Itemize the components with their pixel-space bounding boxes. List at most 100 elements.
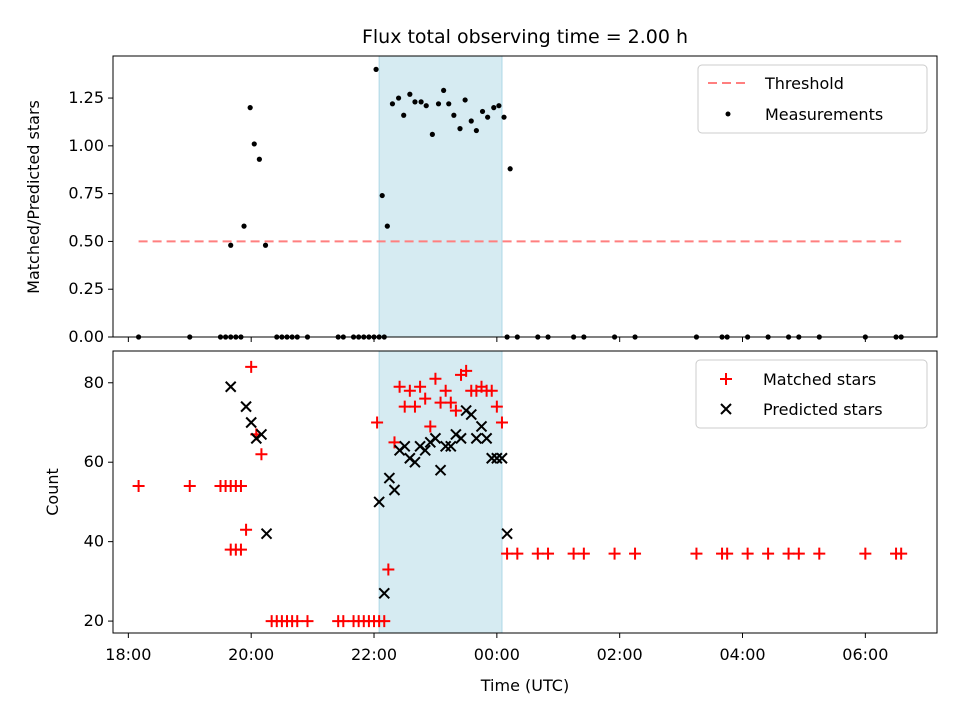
predicted-star-marker	[480, 432, 493, 445]
matched-star-marker	[301, 615, 314, 628]
measurement-point	[501, 114, 507, 120]
predicted-star-marker	[240, 400, 252, 413]
measurement-point	[496, 103, 502, 109]
bottom-y-axis-label: Count	[43, 468, 62, 516]
legend-matched-swatch	[720, 373, 732, 385]
x-tick-label: 22:00	[351, 645, 397, 664]
predicted-star-marker	[419, 444, 431, 457]
measurement-point	[491, 105, 497, 111]
predicted-star-marker	[373, 496, 385, 508]
measurement-point	[507, 166, 513, 172]
matched-star-marker	[183, 480, 196, 493]
top-y-tick-label: 0.00	[68, 327, 104, 346]
bottom-panel: 20 40 60 80 18:00 20:00 22:00 00:00 02:00 04:00 0…	[43, 350, 938, 695]
chart-title: Flux total observing time = 2.00 h	[362, 26, 688, 48]
bottom-plot-frame	[112, 350, 938, 634]
measurement-point	[384, 223, 390, 229]
predicted-star-marker	[470, 432, 483, 445]
legend-predicted-label: Predicted stars	[763, 400, 883, 419]
bottom-y-ticks: 20 40 60 80	[84, 373, 113, 630]
x-tick-label: 06:00	[842, 645, 888, 664]
measurement-point	[441, 87, 447, 94]
top-y-tick-label: 1.00	[68, 136, 104, 155]
top-y-ticks: 0.00 0.25 0.50 0.75 1.00 1.25	[68, 88, 113, 346]
measurement-point	[485, 114, 491, 120]
x-tick-label: 00:00	[474, 645, 520, 664]
matched-star-marker	[255, 448, 268, 461]
measurement-point	[462, 97, 468, 103]
matched-star-marker	[439, 384, 452, 397]
bottom-legend-box	[695, 359, 928, 429]
measurement-point	[451, 112, 457, 118]
predicted-star-marker	[445, 440, 457, 453]
measurement-point	[457, 126, 463, 132]
predicted-star-marker	[465, 408, 477, 421]
matched-star-marker	[490, 400, 503, 413]
top-y-tick-label: 0.25	[68, 279, 104, 298]
top-y-tick-label: 0.50	[68, 231, 104, 250]
bottom-x-ticks: 18:00 20:00 22:00 00:00 02:00 04:00 06:00	[105, 633, 888, 664]
predicted-star-marker	[409, 456, 421, 468]
measurement-point	[395, 95, 402, 101]
matched-star-marker	[501, 547, 514, 560]
matched-star-marker	[234, 480, 247, 493]
x-tick-label: 02:00	[597, 645, 643, 664]
matched-star-marker	[291, 615, 304, 628]
bottom-y-tick-label: 80	[84, 373, 104, 392]
measurement-point	[256, 156, 262, 162]
bottom-legend: Matched stars Predicted stars	[695, 359, 928, 429]
matched-star-marker	[782, 547, 795, 560]
matched-star-marker	[378, 615, 391, 628]
matched-star-marker	[567, 547, 580, 560]
matched-star-marker	[741, 547, 754, 560]
predicted-star-marker	[225, 381, 237, 393]
matched-star-marker	[608, 547, 621, 560]
matched-star-marker	[444, 396, 457, 409]
measurement-point	[373, 66, 379, 72]
top-y-axis-label: Matched/Predicted stars	[24, 100, 43, 294]
bottom-y-tick-label: 60	[84, 452, 104, 471]
predicted-star-marker	[378, 587, 390, 599]
matched-star-marker	[132, 480, 145, 493]
predicted-star-marker	[260, 527, 273, 540]
predicted-star-marker	[399, 440, 411, 453]
measurement-point	[389, 101, 396, 107]
measurement-point	[479, 108, 486, 115]
top-y-tick-label: 1.25	[68, 88, 104, 107]
matched-star-marker	[895, 547, 908, 560]
matched-star-marker	[403, 384, 416, 397]
x-tick-label: 20:00	[228, 645, 274, 664]
x-axis-label: Time (UTC)	[480, 676, 569, 695]
legend-predicted-swatch	[720, 403, 732, 415]
predicted-star-marker	[455, 432, 467, 445]
matched-star-marker	[234, 543, 247, 556]
measurement-point	[468, 118, 474, 124]
matched-star-marker	[393, 380, 406, 393]
matched-star-marker	[577, 547, 590, 560]
predicted-star-marker	[439, 440, 452, 453]
predicted-star-marker	[486, 452, 498, 464]
matched-star-marker	[485, 384, 498, 397]
legend-measurements-swatch	[725, 111, 731, 117]
measurement-point	[429, 131, 435, 137]
matched-star-marker	[382, 563, 395, 576]
top-panel: 0.00 0.25 0.50 0.75 1.00 1.25 Matched/Predict…	[24, 55, 938, 346]
top-legend: Threshold Measurements	[697, 64, 928, 134]
matched-star-marker	[690, 547, 703, 560]
predicted-star-marker	[496, 452, 508, 464]
count-points	[132, 360, 908, 628]
predicted-star-marker	[475, 420, 488, 433]
matched-star-marker	[813, 547, 826, 560]
matched-star-marker	[629, 547, 642, 560]
matched-star-marker	[859, 547, 872, 560]
matched-star-marker	[429, 372, 442, 385]
measurement-point	[262, 242, 269, 248]
predicted-star-marker	[245, 416, 257, 429]
predicted-star-marker	[383, 472, 396, 484]
bottom-y-tick-label: 20	[84, 611, 104, 630]
legend-threshold-label: Threshold	[764, 74, 844, 93]
predicted-star-marker	[491, 452, 503, 464]
matched-star-marker	[424, 420, 437, 433]
measurement-point	[251, 141, 257, 147]
